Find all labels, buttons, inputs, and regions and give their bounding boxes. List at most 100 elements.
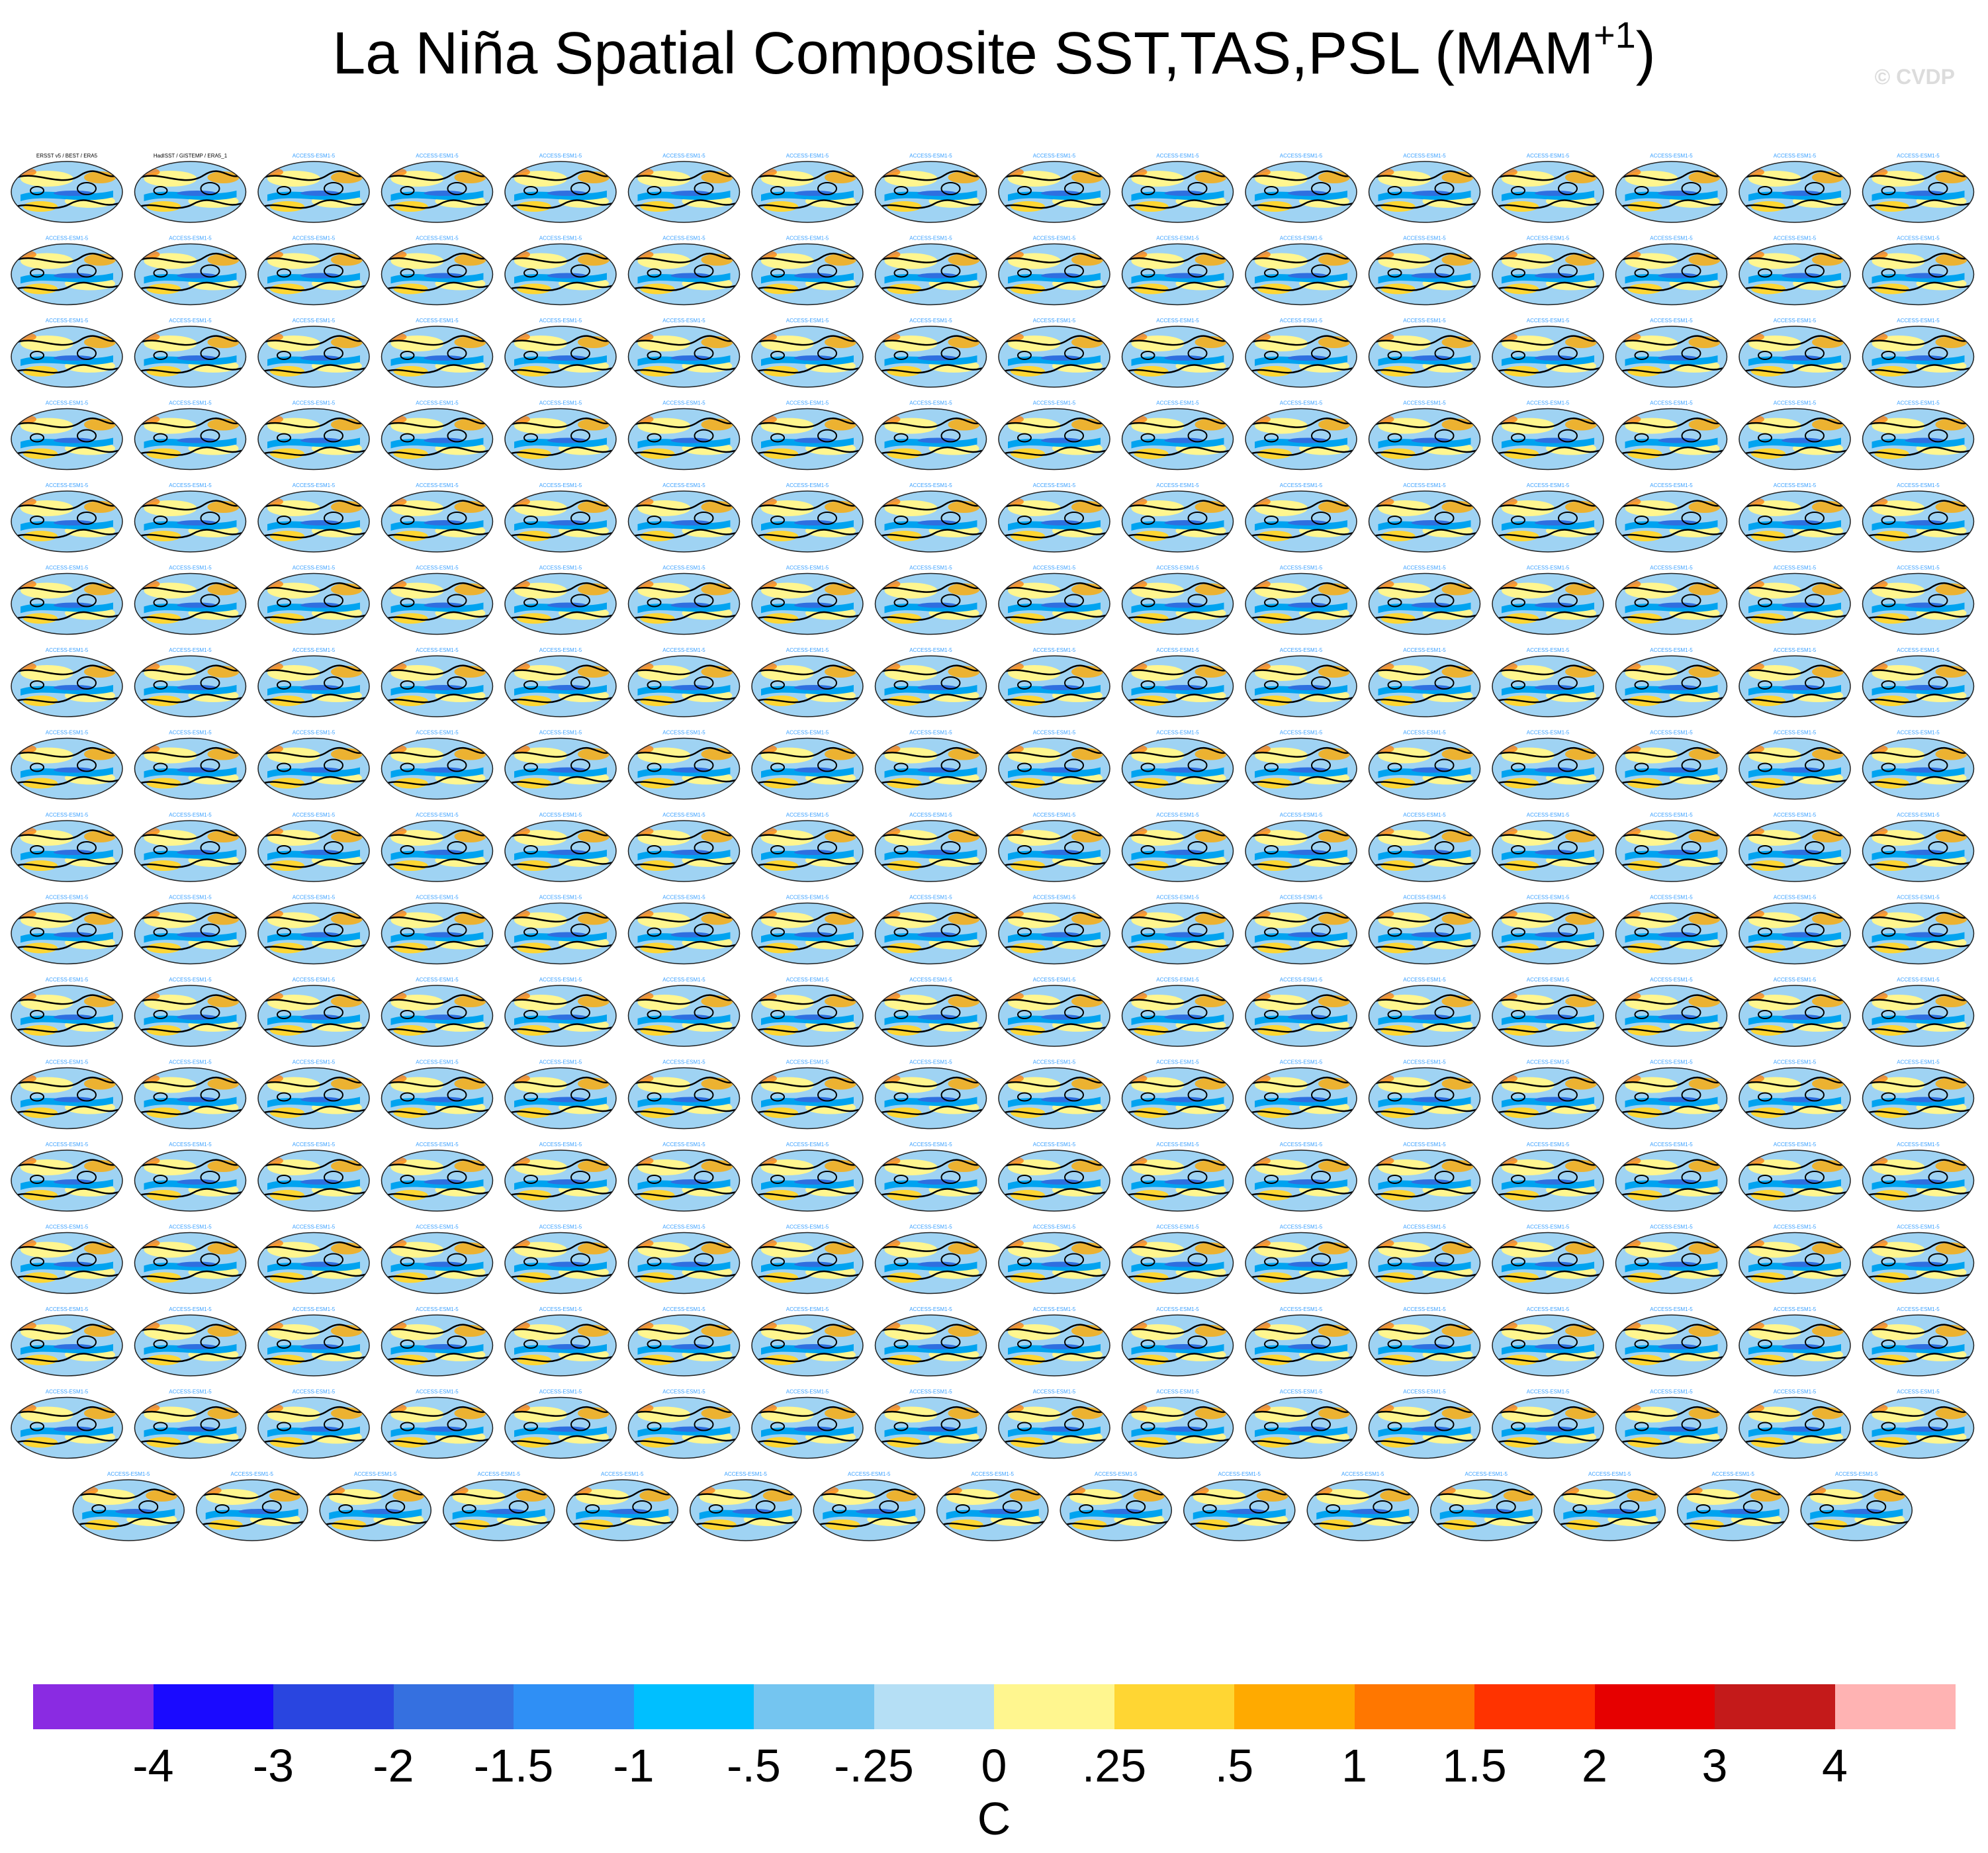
panel-title: ACCESS-ESM1-5 [909,1142,952,1148]
composite-panel: ACCESS-ESM1-5 [995,1306,1114,1378]
panel-map [131,571,250,637]
composite-panel: ACCESS-ESM1-5 [1488,482,1607,555]
panel-title: ACCESS-ESM1-5 [169,482,212,488]
panel-map [1242,1230,1361,1296]
panel-title: ACCESS-ESM1-5 [1897,977,1940,983]
composite-panel: ACCESS-ESM1-5 [995,977,1114,1049]
composite-panel: ACCESS-ESM1-5 [995,730,1114,802]
panel-title: ACCESS-ESM1-5 [1527,400,1570,406]
composite-panel: ACCESS-ESM1-5 [995,236,1114,308]
panel-map [131,242,250,308]
panel-map [1118,1065,1238,1132]
panel-title: ACCESS-ESM1-5 [786,895,829,901]
composite-panel: HadISST / GISTEMP / ERA5_1 [131,153,250,225]
panel-map [1180,1477,1299,1543]
panel-map [1612,818,1731,884]
composite-panel: ACCESS-ESM1-5 [1859,318,1978,390]
panel-map [7,1230,126,1296]
composite-panel: ACCESS-ESM1-5 [131,482,250,555]
composite-panel: ACCESS-ESM1-5 [1735,318,1854,390]
composite-panel: ACCESS-ESM1-5 [1488,565,1607,637]
panel-title: ACCESS-ESM1-5 [662,977,705,983]
panel-title: ACCESS-ESM1-5 [293,977,336,983]
panel-title: ACCESS-ESM1-5 [1403,318,1446,324]
composite-panel: ACCESS-ESM1-5 [1735,812,1854,884]
panel-map [378,1230,497,1296]
panel-title: ACCESS-ESM1-5 [1897,565,1940,571]
panel-map [1242,736,1361,802]
colorbar-cell [33,1684,154,1729]
panel-title: ACCESS-ESM1-5 [1033,1060,1076,1065]
panel-title: ACCESS-ESM1-5 [1341,1471,1384,1477]
panel-map [378,818,497,884]
panel-map [1859,242,1978,308]
composite-panel: ACCESS-ESM1-5 [131,977,250,1049]
composite-panel: ACCESS-ESM1-5 [7,977,126,1049]
composite-panel: ACCESS-ESM1-5 [1612,1306,1731,1378]
panel-map [1365,159,1484,225]
composite-panel: ACCESS-ESM1-5 [254,812,373,884]
composite-panel: ACCESS-ESM1-5 [872,1389,991,1461]
panel-map [131,1230,250,1296]
panel-title: ACCESS-ESM1-5 [416,812,459,818]
title-main: La Niña Spatial Composite SST,TAS,PSL (M… [332,21,1594,87]
panel-title: ACCESS-ESM1-5 [1156,236,1199,242]
panel-title: ACCESS-ESM1-5 [1650,977,1693,983]
panel-title: ACCESS-ESM1-5 [169,895,212,901]
panel-map [748,159,867,225]
panel-map [7,983,126,1049]
composite-panel: ACCESS-ESM1-5 [1365,400,1484,473]
composite-panel: ACCESS-ESM1-5 [625,1224,744,1296]
composite-panel: ACCESS-ESM1-5 [254,1142,373,1214]
composite-panel: ACCESS-ESM1-5 [501,1389,620,1461]
composite-panel: ACCESS-ESM1-5 [1365,812,1484,884]
panel-map [254,159,373,225]
panel-title: ACCESS-ESM1-5 [169,236,212,242]
panel-map [1488,1230,1607,1296]
panel-title: ACCESS-ESM1-5 [1156,730,1199,736]
panel-title: ACCESS-ESM1-5 [1156,1060,1199,1065]
composite-panel: ACCESS-ESM1-5 [809,1471,928,1543]
composite-panel: ACCESS-ESM1-5 [7,565,126,637]
panel-map [1242,901,1361,967]
panel-title: ACCESS-ESM1-5 [1033,730,1076,736]
colorbar-cell [994,1684,1114,1729]
panel-title: ACCESS-ESM1-5 [662,565,705,571]
panel-title: ACCESS-ESM1-5 [46,812,89,818]
composite-panel: ACCESS-ESM1-5 [1859,1060,1978,1132]
composite-panel: ACCESS-ESM1-5 [686,1471,805,1543]
panel-title: ACCESS-ESM1-5 [662,236,705,242]
panel-map [131,1395,250,1461]
composite-panel: ACCESS-ESM1-5 [378,400,497,473]
panel-title: ACCESS-ESM1-5 [293,318,336,324]
panel-map [7,324,126,390]
panel-map [625,1312,744,1378]
colorbar-tick-label: -.5 [727,1740,781,1791]
colorbar-cell [1834,1684,1956,1729]
panel-title: ACCESS-ESM1-5 [416,318,459,324]
composite-panel: ACCESS-ESM1-5 [872,1306,991,1378]
panel-title: ACCESS-ESM1-5 [107,1471,150,1477]
panel-title: ACCESS-ESM1-5 [1156,647,1199,653]
panel-map [995,1148,1114,1214]
panel-map [1118,159,1238,225]
panel-title: ACCESS-ESM1-5 [1156,482,1199,488]
panel-map [1242,1065,1361,1132]
panel-title: ACCESS-ESM1-5 [1033,977,1076,983]
composite-panel: ACCESS-ESM1-5 [625,318,744,390]
panel-map [7,242,126,308]
panel-title: ACCESS-ESM1-5 [539,236,582,242]
panel-map [1550,1477,1669,1543]
panel-map [1242,406,1361,473]
panel-map [625,159,744,225]
composite-panel: ACCESS-ESM1-5 [7,1389,126,1461]
panel-map [1859,488,1978,555]
panel-title: ACCESS-ESM1-5 [725,1471,768,1477]
panel-map [501,159,620,225]
panel-map [748,901,867,967]
composite-panel: ACCESS-ESM1-5 [1735,895,1854,967]
panel-map [1118,983,1238,1049]
composite-panel: ACCESS-ESM1-5 [1735,565,1854,637]
panel-map [501,1395,620,1461]
panel-map [872,983,991,1049]
